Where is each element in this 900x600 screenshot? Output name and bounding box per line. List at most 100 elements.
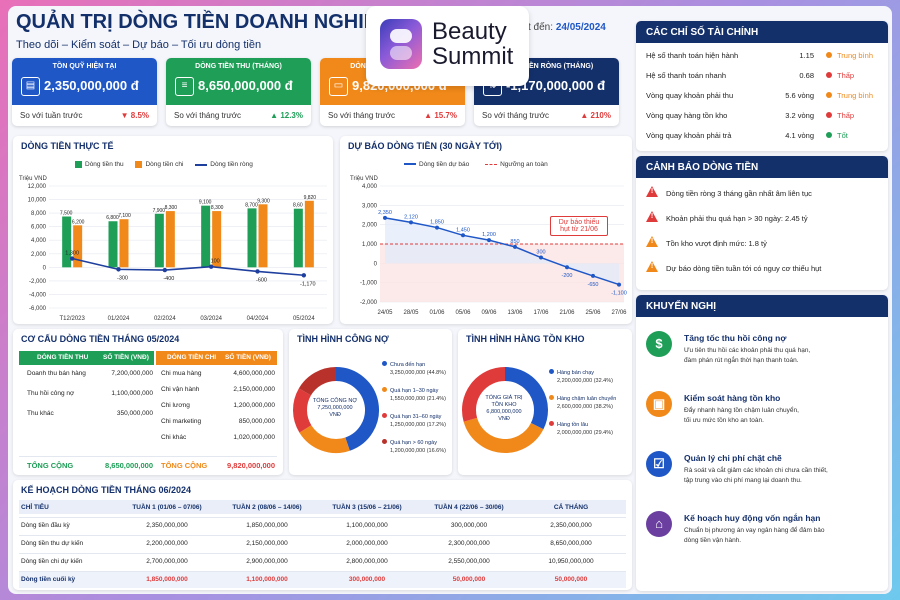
legend-outflow: Dòng tiền chi (135, 161, 183, 168)
donut-legend-item: Hàng tồn lâu 2,000,000,000 (29.4%) (549, 421, 613, 437)
inventory-panel: TÌNH HÌNH HÀNG TỒN KHO TỔNG GIÁ TRỊ TỒN … (458, 329, 632, 475)
kpi-delta: ▲ 210% (580, 111, 611, 120)
receipt-icon: ≡ (175, 77, 194, 96)
alerts-panel: CẢNH BÁO DÒNG TIỀN ! Dòng tiền ròng 3 thá… (636, 156, 888, 290)
y-axis-label: Triệu VND (19, 176, 47, 182)
net-point-label: -1,170 (300, 281, 316, 287)
inventory-center-text: TỔNG GIÁ TRỊ TỒN KHO 6,800,000,000 VNĐ (472, 395, 536, 423)
forecast-title: DỰ BÁO DÒNG TIỀN (30 NGÀY TỚI) (348, 141, 502, 151)
rec-title: Tăng tốc thu hồi công nợ (684, 333, 787, 343)
legend-dot (382, 439, 387, 444)
debt-center-1: TỔNG CÔNG NỢ (312, 398, 358, 404)
donut-legend-item: Quá hạn 1–30 ngày 1,550,000,000 (21.4%) (382, 387, 446, 403)
x-tick-label: 05/2024 (293, 316, 315, 322)
alert-text: Tồn kho vượt định mức: 1.8 tỷ (666, 239, 767, 248)
plan-cell: 8,650,000,000 (550, 540, 592, 547)
x-tick-label: 09/06 (481, 310, 497, 316)
y-tick-label: 8,000 (31, 211, 47, 217)
outflow-item-amount: 850,000,000 (238, 418, 275, 425)
forecast-point-label: -1,100 (611, 291, 627, 297)
legend-forecast-swatch (404, 163, 416, 166)
plan-cell: Dòng tiền chi dự kiến (21, 558, 83, 565)
ratio-value: 3.2 vòng (785, 111, 814, 120)
kpi-card-footer: So với tháng trước ▲ 12.3% (166, 105, 311, 126)
net-point (162, 267, 168, 273)
x-tick-label: 17/06 (533, 310, 549, 316)
inflow-item-name: Thu khác (27, 410, 54, 417)
donut-slice (504, 367, 548, 430)
x-tick-label: 01/06 (429, 310, 445, 316)
alert-text: Khoản phải thu quá hạn > 30 ngày: 2.45 t… (666, 214, 808, 223)
bar-outflow-label: 6,200 (72, 219, 85, 225)
rec-desc-2: đàm phán rút ngắn thời hạn thanh toán. (684, 357, 799, 364)
status-dot (826, 52, 832, 58)
legend-forecast-label: Dòng tiền dự báo (419, 161, 470, 168)
kpi-card-footer: So với tuần trước ▼ 8.5% (12, 105, 157, 126)
debt-center-text: TỔNG CÔNG NỢ 7,250,000,000 VNĐ (303, 398, 367, 419)
dashboard-page: QUẢN TRỊ DÒNG TIỀN DOANH NGHIỆ Theo dõi … (8, 6, 892, 594)
inventory-center-2: TỒN KHO (491, 402, 517, 408)
ratio-name: Vòng quay khoản phải thu (646, 91, 734, 100)
net-point-label: -300 (117, 275, 128, 281)
inflow-item-amount: 1,100,000,000 (111, 390, 153, 397)
warning-mark: ! (650, 263, 654, 270)
bar-inflow (293, 208, 303, 268)
cashflow-panel: DÒNG TIỀN THỰC TẾ Dòng tiền thu Dòng tiề… (13, 136, 333, 324)
rec-desc-1: Ưu tiên thu hồi các khoản phải thu quá h… (684, 347, 811, 354)
legend-label: Hàng bán chạy (557, 370, 594, 376)
forecast-point (487, 238, 491, 243)
kpi-card: TỒN QUỸ HIỆN TẠI ▤ 2,350,000,000 đ So với t… (12, 58, 157, 126)
plan-total-row-bg (19, 572, 626, 588)
kpi-card-header: TỒN QUỸ HIỆN TẠI ▤ 2,350,000,000 đ (12, 58, 157, 105)
ratio-status: Thấp (837, 71, 855, 80)
debt-title: TÌNH HÌNH CÔNG NỢ (297, 334, 389, 344)
outflow-item-amount: 1,020,000,000 (233, 434, 275, 441)
ratio-value: 5.6 vòng (785, 91, 814, 100)
legend-dot (382, 413, 387, 418)
x-tick-label: 28/05 (403, 310, 419, 316)
arrow-up-icon: ▲ (270, 111, 281, 120)
outflow-item-amount: 2,150,000,000 (233, 386, 275, 393)
x-tick-label: 13/06 (507, 310, 523, 316)
inflow-total-value: 8,650,000,000 (105, 461, 153, 470)
plan-row-divider (19, 571, 626, 572)
legend-inflow: Dòng tiền thu (75, 161, 124, 168)
bar-outflow-label: 8,300 (211, 205, 224, 211)
legend-net-label: Dòng tiền ròng (210, 161, 253, 169)
forecast-point-label: 300 (536, 250, 545, 256)
warning-mark: ! (650, 238, 654, 245)
y-tick-label: 1,000 (362, 242, 378, 248)
legend-label: Hàng chậm luân chuyển (557, 396, 617, 402)
kpi-compare-label: So với tháng trước (328, 111, 395, 120)
status-dot (826, 72, 832, 78)
kpi-value: 2,350,000,000 đ (44, 78, 139, 93)
y-tick-label: -2,000 (360, 300, 378, 306)
plan-cell: 2,350,000,000 (146, 522, 188, 529)
plan-cell: 2,000,000,000 (346, 540, 388, 547)
plan-col-header: CẢ THÁNG (553, 504, 589, 511)
legend-label: Hàng tồn lâu (557, 422, 589, 428)
plan-cell: 2,550,000,000 (448, 558, 490, 565)
net-point (301, 273, 307, 278)
donut-slice (293, 388, 312, 433)
plan-col-header: TUẦN 3 (15/06 – 21/06) (332, 504, 402, 511)
plan-cell: 2,900,000,000 (246, 558, 288, 565)
net-point (69, 256, 75, 261)
x-tick-label: T12/2023 (59, 316, 85, 322)
legend-label: Chưa đến hạn (390, 362, 426, 368)
bar-inflow-label: 8,700 (245, 202, 258, 208)
ratio-value: 0.68 (799, 71, 814, 80)
inflow-total-label: TỔNG CỘNG (27, 461, 74, 470)
plan-col-header: TUẦN 4 (22/06 – 30/06) (434, 504, 504, 511)
forecast-point (539, 255, 543, 260)
plan-cell: 2,300,000,000 (448, 540, 490, 547)
outflow-total-value: 9,820,000,000 (227, 461, 275, 470)
bar-inflow-label: 8,60 (293, 203, 303, 209)
bar-outflow (258, 204, 268, 268)
warning-icon (646, 236, 658, 247)
outflow-item-name: Chi vận hành (161, 386, 200, 393)
plan-cell: 2,700,000,000 (146, 558, 188, 565)
kpi-card: DÒNG TIỀN THU (THÁNG) ≡ 8,650,000,000 đ So … (166, 58, 311, 126)
logo-text: Beauty Summit (432, 19, 513, 69)
arrow-down-icon: ▼ (120, 111, 131, 120)
